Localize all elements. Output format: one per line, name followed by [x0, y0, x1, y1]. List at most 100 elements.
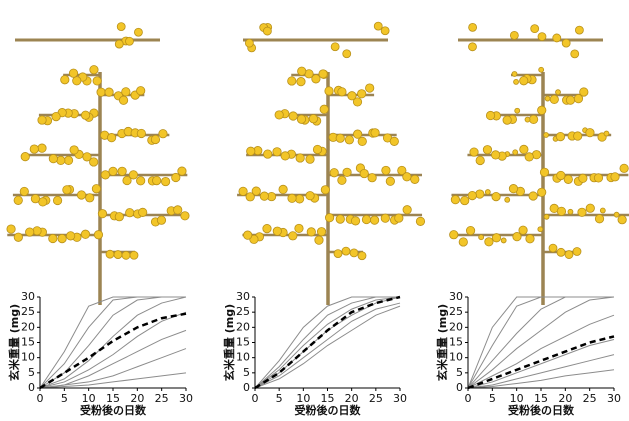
grain-line — [40, 312, 186, 388]
x-axis-label: 受粉後の日数 — [80, 403, 147, 417]
grain — [343, 50, 351, 58]
grain — [568, 209, 573, 214]
grain — [245, 39, 253, 47]
grain — [566, 96, 574, 104]
grain — [58, 234, 66, 242]
grain — [390, 137, 398, 145]
grain — [161, 177, 169, 185]
grain — [66, 232, 74, 240]
grain — [97, 88, 105, 96]
grain — [122, 251, 130, 259]
grain — [90, 66, 98, 74]
grain — [306, 191, 314, 199]
grain — [357, 90, 365, 98]
grain — [586, 128, 594, 136]
x-tick-label: 0 — [252, 392, 259, 405]
grain — [174, 206, 182, 214]
grain — [246, 193, 254, 201]
grain — [295, 224, 303, 232]
grain — [595, 215, 603, 223]
grain — [315, 236, 323, 244]
grain — [295, 195, 303, 203]
grain — [30, 145, 38, 153]
grain — [306, 155, 314, 163]
grain — [137, 129, 145, 137]
y-tick-label: 10 — [236, 351, 250, 364]
grain — [403, 206, 411, 214]
grain — [468, 43, 476, 51]
grain — [476, 190, 484, 198]
grain — [159, 129, 167, 137]
grain — [573, 247, 581, 255]
grain-line — [468, 315, 614, 388]
grain — [553, 34, 561, 42]
y-tick-label: 20 — [449, 320, 463, 333]
grain — [526, 235, 534, 243]
grain — [118, 167, 126, 175]
grain — [459, 238, 467, 246]
grain — [362, 215, 370, 223]
grain — [403, 173, 411, 181]
grain — [538, 227, 543, 232]
grain — [296, 154, 304, 162]
grain — [501, 238, 506, 243]
grain — [350, 249, 358, 257]
grain — [20, 187, 28, 195]
grain — [126, 208, 134, 216]
grain — [297, 77, 305, 85]
grain — [594, 174, 602, 182]
grain — [247, 147, 255, 155]
x-tick-label: 0 — [37, 392, 44, 405]
grain — [345, 136, 353, 144]
grain — [351, 217, 359, 225]
grain — [573, 132, 581, 140]
grain — [395, 214, 403, 222]
grain — [416, 217, 424, 225]
grain — [288, 77, 296, 85]
grain — [513, 232, 521, 240]
grain — [70, 146, 78, 154]
grain — [129, 171, 137, 179]
grain — [138, 208, 146, 216]
grain — [275, 111, 283, 119]
grain — [468, 191, 476, 199]
grain — [338, 88, 346, 96]
grain — [279, 185, 287, 193]
x-tick-label: 30 — [607, 392, 621, 405]
grain — [411, 175, 419, 183]
grain — [336, 215, 344, 223]
grain — [181, 212, 189, 220]
grain — [614, 212, 619, 217]
grain — [106, 250, 114, 258]
grain — [618, 215, 626, 223]
grain — [540, 168, 548, 176]
grain — [353, 130, 361, 138]
grain — [483, 145, 491, 153]
y-tick-label: 5 — [456, 366, 463, 379]
grain — [525, 117, 530, 122]
grain — [105, 88, 113, 96]
grain — [538, 33, 546, 41]
y-tick-label: 30 — [21, 290, 35, 303]
x-tick-label: 25 — [583, 392, 597, 405]
grain — [157, 216, 165, 224]
grain — [325, 213, 333, 221]
grain — [107, 133, 115, 141]
grain — [520, 145, 528, 153]
grain — [557, 248, 565, 256]
grain — [374, 22, 382, 30]
grain — [81, 111, 89, 119]
grain — [122, 88, 130, 96]
grain — [298, 67, 306, 75]
panicle-drawings — [7, 22, 629, 305]
grain — [49, 154, 57, 162]
grain — [519, 226, 527, 234]
grain — [381, 214, 389, 222]
grain — [450, 230, 458, 238]
y-tick-label: 0 — [243, 381, 250, 394]
grain — [544, 132, 549, 137]
grain — [365, 84, 373, 92]
